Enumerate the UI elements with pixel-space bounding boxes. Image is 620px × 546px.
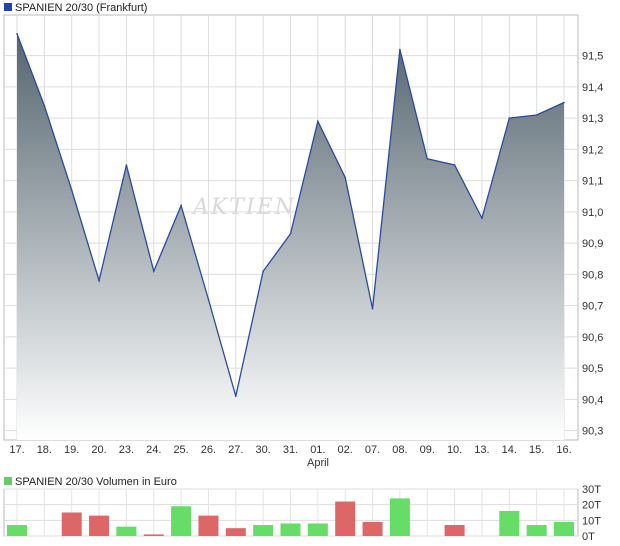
price-x-tick-label: 09.: [420, 444, 435, 456]
price-point: [371, 307, 374, 310]
price-point: [508, 117, 511, 119]
price-y-tick-label: 90,7: [582, 301, 603, 313]
price-x-tick-label: 08.: [392, 444, 407, 456]
price-point: [180, 204, 182, 207]
price-point: [16, 32, 18, 35]
volume-y-tick-label: 0T: [582, 531, 595, 543]
price-y-tick-label: 91,3: [582, 113, 603, 125]
price-x-tick-label: 26.: [201, 444, 216, 456]
volume-y-tick-label: 30T: [582, 484, 601, 496]
price-point: [98, 279, 100, 282]
volume-bar: [143, 534, 164, 536]
volume-bar: [198, 515, 219, 536]
price-point: [235, 395, 237, 398]
price-x-tick-label: 17.: [9, 444, 24, 456]
volume-bar: [389, 498, 410, 536]
volume-bar: [225, 528, 246, 536]
price-y-tick-label: 91,0: [582, 207, 603, 219]
price-x-tick-label: 20.: [91, 444, 106, 456]
volume-y-tick-label: 20T: [582, 500, 601, 512]
volume-bar: [444, 525, 465, 536]
volume-bar: [171, 506, 192, 536]
price-x-tick-label: 18.: [37, 444, 52, 456]
price-point: [70, 189, 73, 191]
volume-legend-swatch: [4, 477, 12, 485]
price-y-tick-label: 90,3: [582, 426, 603, 438]
price-point: [43, 104, 46, 107]
price-point: [289, 232, 292, 235]
volume-y-axis: 30T 20T 10T 0T: [582, 484, 601, 543]
volume-bar: [362, 521, 383, 536]
price-x-tick-label: 23.: [119, 444, 134, 456]
watermark: AKTIEN: [191, 195, 296, 220]
volume-bars: [7, 498, 574, 536]
price-x-tick-label: 30.: [256, 444, 271, 456]
price-area-fill: [17, 33, 564, 440]
volume-bar: [253, 525, 274, 536]
price-y-tick-label: 91,4: [582, 82, 603, 94]
volume-bar: [116, 526, 137, 536]
price-y-tick-label: 90,4: [582, 394, 603, 406]
price-point: [426, 157, 429, 160]
price-x-tick-label: 19.: [64, 444, 79, 456]
price-x-tick-label: 31.: [283, 444, 298, 456]
volume-y-tick-label: 10T: [582, 515, 601, 527]
volume-bar: [554, 521, 574, 536]
price-point: [262, 270, 264, 273]
price-y-tick-label: 90,6: [582, 332, 603, 344]
price-y-tick-label: 91,5: [582, 51, 603, 63]
price-area-group: [16, 32, 565, 440]
volume-bar: [7, 525, 27, 536]
price-x-tick-label: 15.: [529, 444, 544, 456]
volume-bar: [307, 523, 328, 536]
price-y-tick-label: 91,2: [582, 144, 603, 156]
volume-bar: [335, 501, 356, 536]
price-chart-title: SPANIEN 20/30 (Frankfurt): [15, 2, 147, 14]
price-point: [453, 164, 456, 166]
price-x-tick-label: 14.: [502, 444, 517, 456]
volume-chart-title: SPANIEN 20/30 Volumen in Euro: [15, 476, 177, 488]
price-x-tick-label: 01.: [310, 444, 325, 456]
price-y-axis: 91,5 91,4 91,3 91,2 91,1 91,0 90,9 90,8 90,7 90,6…: [582, 51, 603, 438]
price-x-tick-label: 10.: [447, 444, 462, 456]
price-point: [481, 217, 483, 219]
price-x-axis: 17. 18. 19. 20. 23. 24. 25. 26. 27. 30. 31. 01. 02. 0…: [9, 444, 571, 456]
price-point: [125, 164, 128, 166]
price-y-tick-label: 90,5: [582, 363, 603, 375]
price-point: [317, 120, 319, 123]
price-x-tick-label: 27.: [228, 444, 243, 456]
price-point: [207, 298, 210, 301]
volume-bar: [499, 510, 520, 536]
price-y-tick-label: 91,1: [582, 176, 603, 188]
price-x-tick-label: 24.: [146, 444, 161, 456]
price-x-tick-label: 16.: [556, 444, 571, 456]
price-y-tick-label: 90,8: [582, 269, 603, 281]
price-point: [563, 101, 565, 104]
price-point: [399, 48, 401, 51]
volume-bar: [280, 523, 301, 536]
price-x-tick-label: 13.: [474, 444, 489, 456]
volume-bar: [89, 515, 110, 536]
price-y-tick-label: 90,9: [582, 238, 603, 250]
price-legend-swatch: [4, 3, 12, 11]
price-x-tick-label: 07.: [365, 444, 380, 456]
price-point: [152, 270, 155, 273]
price-x-tick-label: 25.: [173, 444, 188, 456]
price-x-tick-label: 02.: [338, 444, 353, 456]
month-label: April: [307, 457, 329, 469]
volume-bar: [526, 525, 547, 536]
price-point: [344, 176, 347, 179]
price-point: [535, 114, 538, 116]
volume-bar: [61, 512, 82, 536]
